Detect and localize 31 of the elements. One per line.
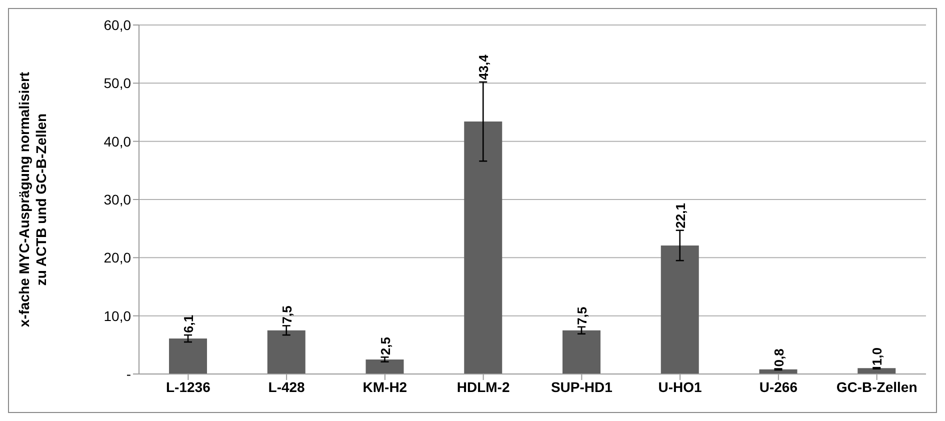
x-tick-label: KM-H2 bbox=[362, 378, 408, 395]
bar bbox=[366, 359, 404, 374]
data-label: 2,5 bbox=[378, 337, 393, 356]
y-axis-title: x-fache MYC-Ausprägung normalisiert zu ACTB und GC-B-Zellen bbox=[16, 72, 49, 328]
x-tick-label: L-1236 bbox=[166, 378, 211, 395]
bar bbox=[660, 245, 699, 374]
y-tick-label: 50,0 bbox=[104, 75, 132, 92]
data-label: 22,1 bbox=[672, 203, 688, 228]
y-tick-label: - bbox=[126, 366, 132, 382]
data-label: 43,4 bbox=[476, 54, 492, 80]
bar bbox=[464, 122, 502, 374]
bar bbox=[562, 330, 600, 374]
x-tick-label: SUP-HD1 bbox=[550, 378, 613, 395]
data-label: 6,1 bbox=[181, 314, 196, 334]
x-tick-label: U-266 bbox=[759, 378, 798, 395]
x-tick-label: U-HO1 bbox=[658, 378, 702, 395]
data-label: 7,5 bbox=[574, 306, 590, 325]
y-tick-label: 40,0 bbox=[104, 133, 132, 150]
y-tick-label: 60,0 bbox=[104, 16, 132, 33]
data-label: 7,5 bbox=[279, 306, 294, 324]
data-label: 0,8 bbox=[771, 348, 786, 367]
x-tick-label: GC-B-Zellen bbox=[836, 378, 918, 395]
y-tick-label: 20,0 bbox=[104, 250, 132, 266]
y-tick-label: 10,0 bbox=[104, 308, 132, 324]
bar bbox=[267, 330, 306, 374]
data-label: 1,0 bbox=[870, 348, 885, 366]
y-tick-label: 30,0 bbox=[104, 191, 132, 208]
bar bbox=[858, 368, 896, 374]
bar bbox=[169, 338, 207, 374]
x-tick-label: HDLM-2 bbox=[456, 378, 510, 395]
x-tick-label: L-428 bbox=[268, 378, 306, 395]
